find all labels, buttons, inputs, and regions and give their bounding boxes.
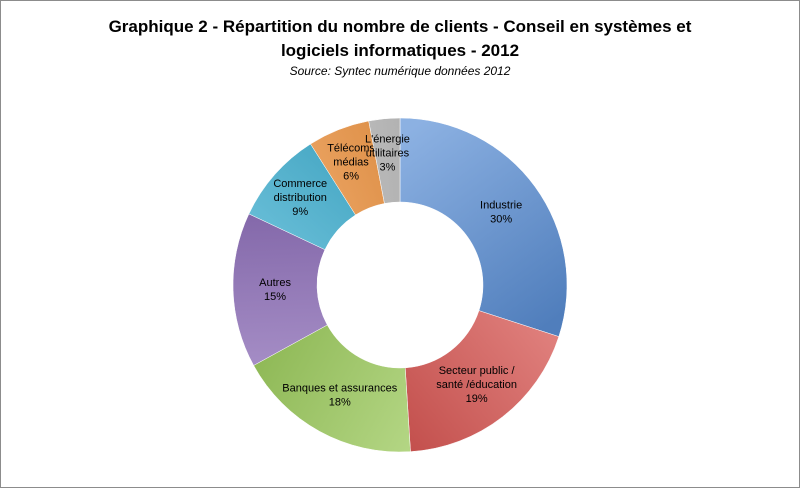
donut-slice-6 — [368, 117, 401, 204]
slice-label-3: Autres 15% — [259, 277, 291, 303]
donut-slice-1 — [404, 310, 560, 452]
chart-title: Graphique 2 - Répartition du nombre de c… — [1, 15, 799, 63]
slice-label-4: Commerce distribution 9% — [273, 178, 327, 218]
chart-subtitle: Source: Syntec numérique données 2012 — [289, 64, 511, 78]
donut-slice-0 — [399, 117, 568, 337]
slice-label-5: Télécoms médias 6% — [327, 142, 375, 182]
slice-label-0: Industrie 30% — [480, 200, 522, 226]
slice-label-6: L'énergie utilitaires 3% — [365, 134, 410, 174]
slice-label-2: Banques et assurances 18% — [282, 383, 397, 409]
chart-title-line-2: logiciels informatiques - 2012 — [280, 41, 520, 60]
slice-label-1: Secteur public / santé /éducation 19% — [436, 365, 517, 405]
chart-title-line-1: Graphique 2 - Répartition du nombre de c… — [108, 17, 692, 36]
donut-slice-2 — [253, 324, 411, 453]
